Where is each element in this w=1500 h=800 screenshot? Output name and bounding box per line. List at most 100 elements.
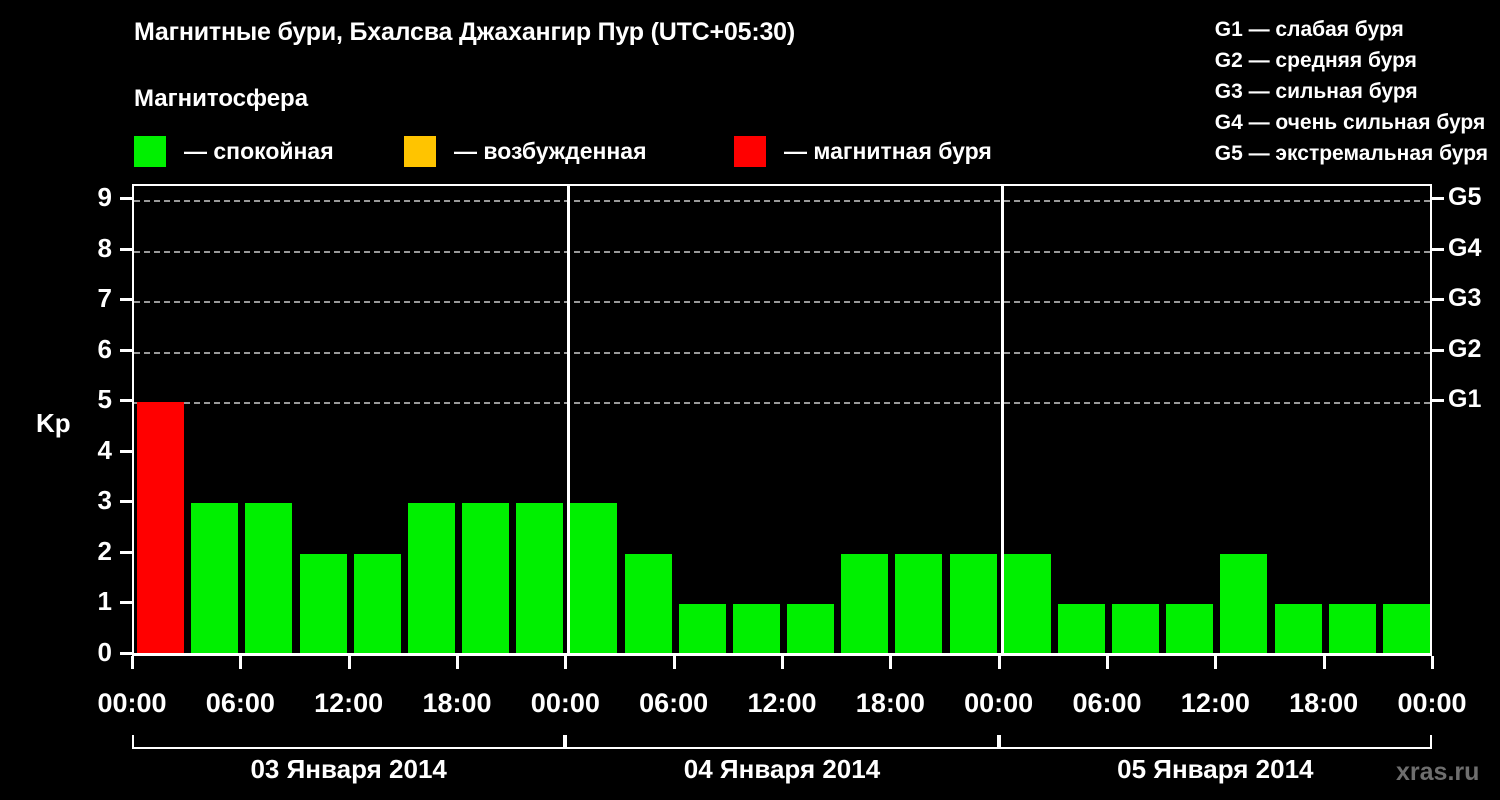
chart-bar [841, 553, 889, 655]
chart-bar [1057, 604, 1105, 655]
chart-bar [1166, 604, 1214, 655]
chart-bar [1274, 604, 1322, 655]
chart-bar [1220, 553, 1268, 655]
date-bracket [998, 735, 1432, 749]
y-axis-label: 1 [97, 586, 112, 617]
y-axis-tick [120, 348, 132, 352]
date-bracket [565, 735, 999, 749]
x-axis-label: 06:00 [1072, 688, 1142, 718]
y-axis-label: 3 [97, 485, 112, 516]
gridline [134, 301, 1430, 304]
g-axis-label: G5 [1448, 183, 1482, 211]
g-axis-label: G3 [1448, 284, 1482, 313]
x-axis-tick [781, 656, 784, 669]
g-axis-label: G2 [1448, 334, 1482, 363]
magnetosphere-legend-label: — магнитная буря [784, 137, 992, 164]
storm-scale-legend-row: G2 — средняя буря [1214, 49, 1417, 72]
chart-bar [516, 503, 564, 655]
x-axis-label: 12:00 [1180, 688, 1250, 718]
storm-scale-legend-row: G4 — очень сильная буря [1214, 111, 1486, 134]
y-axis-tick [120, 601, 132, 605]
x-axis-label: 18:00 [855, 688, 925, 718]
x-axis-tick [131, 656, 134, 669]
x-axis-tick [239, 656, 243, 669]
g-axis-label: G1 [1448, 385, 1482, 414]
y-axis-tick [120, 550, 132, 554]
g-axis-tick [1432, 348, 1444, 352]
chart-bar [732, 604, 780, 655]
red-square-swatch [734, 135, 766, 167]
storm-scale-legend: G1 — слабая буря G2 — средняя буря G3 — си… [1215, 14, 1488, 169]
y-axis-tick [120, 399, 132, 403]
chart-plot-area [132, 184, 1432, 655]
y-axis-label: 9 [97, 182, 112, 212]
y-axis-tick [120, 652, 132, 655]
x-axis-label: 12:00 [747, 688, 817, 718]
day-divider [1000, 186, 1004, 655]
green-square-swatch [134, 135, 166, 167]
g-axis-tick [1432, 247, 1444, 251]
storm-scale-legend-row: G3 — сильная буря [1214, 80, 1418, 103]
magnetosphere-legend-label: — спокойная [184, 137, 334, 164]
y-axis-label: 7 [97, 283, 112, 314]
watermark: xras.ru [1396, 758, 1480, 786]
magnetosphere-legend-item: — магнитная буря [734, 133, 992, 169]
gridline [134, 351, 1430, 354]
x-axis-line [132, 653, 1432, 656]
y-axis-title: Kp [36, 408, 71, 438]
date-label: 05 Января 2014 [1117, 754, 1314, 784]
x-axis-label: 12:00 [314, 688, 384, 718]
chart-bar [1328, 604, 1376, 655]
chart-bar [624, 553, 672, 655]
x-axis-label: 00:00 [1397, 688, 1467, 718]
chart-bar [1382, 604, 1430, 655]
x-axis-tick [1322, 656, 1326, 669]
y-axis-tick [120, 298, 132, 302]
g-axis-label: G4 [1448, 233, 1482, 262]
g-axis-tick [1432, 197, 1444, 200]
x-axis-label: 18:00 [1289, 688, 1359, 718]
chart-bar [678, 604, 726, 655]
x-axis-label: 00:00 [530, 688, 600, 718]
x-axis-label: 00:00 [97, 688, 167, 718]
chart-bar [353, 553, 401, 655]
y-axis-label: 2 [97, 535, 112, 566]
chart-bar [191, 503, 239, 655]
chart-bar [1003, 553, 1051, 655]
storm-scale-legend-row: G1 — слабая буря [1214, 18, 1404, 41]
chart-bar [895, 553, 943, 655]
x-axis-label: 06:00 [639, 688, 709, 718]
magnetosphere-legend-item: — спокойная [134, 133, 334, 169]
date-bracket [132, 735, 566, 749]
x-axis-tick [347, 656, 351, 669]
y-axis-tick [120, 247, 132, 251]
chart-bar [462, 503, 510, 655]
x-axis-tick [889, 656, 893, 669]
g-axis-tick [1432, 298, 1444, 302]
x-axis-tick [1214, 656, 1218, 669]
chart-bar [1112, 604, 1160, 655]
day-divider [567, 186, 571, 655]
chart-bar [299, 553, 347, 655]
x-axis-tick [1106, 656, 1109, 669]
gridline [134, 250, 1430, 253]
y-axis-label: 0 [97, 637, 112, 667]
x-axis-tick [1431, 656, 1434, 669]
x-axis-tick [997, 656, 1001, 669]
y-axis-tick [120, 197, 132, 200]
x-axis-tick [456, 656, 459, 669]
y-axis-tick [120, 500, 132, 504]
amber-square-swatch [404, 135, 436, 167]
date-label: 03 Января 2014 [250, 754, 447, 784]
magnetosphere-heading: Магнитосфера [134, 85, 309, 112]
chart-bar [245, 503, 293, 655]
gridline [134, 200, 1430, 202]
y-axis-label: 4 [97, 434, 112, 465]
x-axis-tick [672, 656, 676, 669]
y-axis-label: 8 [97, 232, 112, 263]
y-axis-label: 6 [97, 333, 112, 364]
magnetosphere-legend-item: — возбужденная [404, 133, 647, 169]
magnetosphere-legend: — спокойная — возбужденная — магнитная бур… [134, 133, 1034, 169]
y-axis-tick [120, 449, 132, 453]
page-title: Магнитные бури, Бхалсва Джахангир Пур (U… [134, 18, 795, 46]
